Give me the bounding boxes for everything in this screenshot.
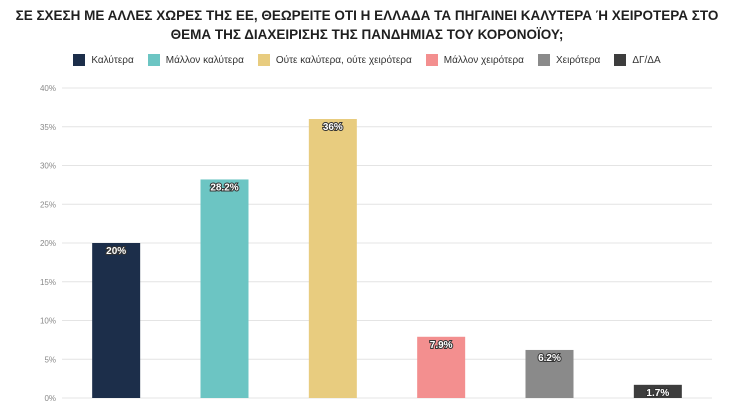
legend-label: Χειρότερα — [555, 54, 601, 66]
legend-swatch — [257, 54, 270, 66]
bar[interactable] — [92, 243, 141, 398]
chart-title-line-2: ΘΕΜΑ ΤΗΣ ΔΙΑΧΕΙΡΙΣΗΣ ΤΗΣ ΠΑΝΔΗΜΙΑΣ ΤΟΥ Κ… — [170, 27, 564, 42]
legend-label: ΔΓ/ΔΑ — [632, 54, 661, 66]
data-label: 6.2% — [538, 353, 561, 364]
data-label: 1.7% — [646, 388, 669, 399]
legend-item[interactable]: Μάλλον καλύτερα — [147, 54, 244, 66]
legend-swatch — [147, 54, 160, 66]
data-label: 36% — [323, 122, 343, 133]
y-tick-label: 15% — [40, 278, 56, 287]
bar[interactable] — [200, 179, 249, 398]
legend-item[interactable]: ΔΓ/ΔΑ — [614, 54, 661, 66]
legend-item[interactable]: Μάλλον χειρότερα — [425, 54, 524, 66]
legend-label: Μάλλον χειρότερα — [443, 54, 524, 66]
chart-title: ΣΕ ΣΧΕΣΗ ΜΕ ΑΛΛΕΣ ΧΩΡΕΣ ΤΗΣ ΕΕ, ΘΕΩΡΕΙΤΕ… — [0, 6, 734, 44]
y-tick-label: 30% — [40, 162, 56, 171]
y-tick-label: 40% — [40, 84, 56, 93]
y-tick-label: 20% — [40, 239, 56, 248]
legend-item[interactable]: Χειρότερα — [537, 54, 601, 66]
y-tick-label: 0% — [44, 394, 56, 403]
chart-legend: Καλύτερα Μάλλον καλύτερα Ούτε καλύτερα, ού… — [0, 54, 734, 66]
data-label: 7.9% — [430, 340, 453, 351]
legend-label: Μάλλον καλύτερα — [165, 54, 244, 66]
y-tick-label: 10% — [40, 317, 56, 326]
bar[interactable] — [525, 349, 574, 398]
data-label: 20% — [106, 246, 126, 257]
legend-swatch — [425, 54, 438, 66]
data-label: 28.2% — [210, 182, 238, 193]
bar[interactable] — [308, 119, 357, 398]
y-tick-label: 5% — [44, 355, 56, 364]
legend-label: Καλύτερα — [91, 54, 134, 66]
legend-item[interactable]: Ούτε καλύτερα, ούτε χειρότερα — [257, 54, 412, 66]
legend-swatch — [537, 54, 550, 66]
legend-item[interactable]: Καλύτερα — [73, 54, 134, 66]
legend-swatch — [73, 54, 86, 66]
bar[interactable] — [633, 384, 682, 398]
y-tick-label: 25% — [40, 200, 56, 209]
y-tick-label: 35% — [40, 123, 56, 132]
legend-label: Ούτε καλύτερα, ούτε χειρότερα — [275, 54, 412, 66]
bar[interactable] — [417, 336, 466, 398]
legend-swatch — [614, 54, 627, 66]
chart-title-line-1: ΣΕ ΣΧΕΣΗ ΜΕ ΑΛΛΕΣ ΧΩΡΕΣ ΤΗΣ ΕΕ, ΘΕΩΡΕΙΤΕ… — [15, 8, 719, 23]
